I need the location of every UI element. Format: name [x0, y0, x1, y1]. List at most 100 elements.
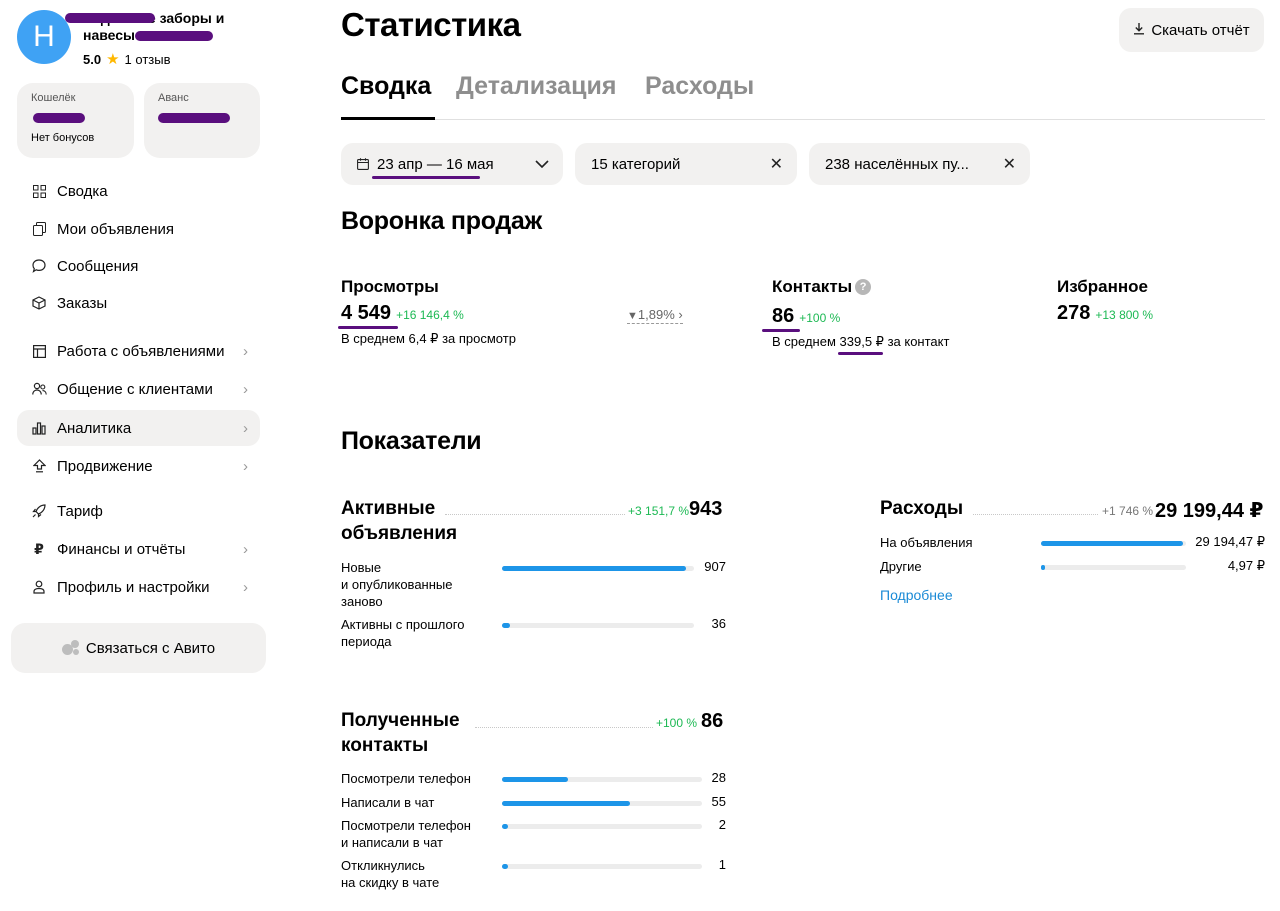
- sidebar-item-profile[interactable]: Профиль и настройки ›: [17, 569, 260, 605]
- contacts-average-prefix: В среднем: [772, 334, 836, 349]
- expenses-title: Расходы: [880, 498, 964, 519]
- funnel-icon: ▼: [627, 310, 638, 322]
- sidebar-item-client-communication[interactable]: Общение с клиентами ›: [17, 371, 260, 407]
- sidebar-item-messages[interactable]: Сообщения: [17, 248, 260, 284]
- sidebar-item-finance[interactable]: ₽ Финансы и отчёты ›: [17, 531, 260, 567]
- tab-expenses[interactable]: Расходы: [645, 72, 755, 100]
- progress-bar: [502, 801, 702, 806]
- chevron-right-icon: ›: [243, 380, 248, 398]
- row-value: 1: [718, 857, 726, 872]
- highlight-underline: [338, 326, 398, 329]
- views-average: В среднем 6,4 ₽ за просмотр: [341, 331, 516, 346]
- sidebar-item-summary[interactable]: Сводка: [17, 173, 260, 209]
- sidebar-item-my-ads[interactable]: Мои объявления: [17, 211, 260, 247]
- tab-details[interactable]: Детализация: [456, 72, 617, 100]
- dotted-leader: [445, 514, 625, 515]
- favorites-metric: 278 +13 800 %: [1057, 302, 1153, 325]
- contact-avito-button[interactable]: Связаться с Авито: [11, 623, 266, 673]
- active-ads-title-line: Активные: [341, 498, 436, 519]
- contact-avito-label: Связаться с Авито: [85, 639, 216, 657]
- redaction-mark: [135, 31, 213, 41]
- avatar[interactable]: Н: [17, 10, 71, 64]
- active-ads-delta: +3 151,7 %: [628, 504, 690, 518]
- tab-summary[interactable]: Сводка: [341, 72, 435, 120]
- box-icon: [31, 295, 47, 311]
- contacts-received-total: 86: [701, 710, 724, 732]
- chevron-down-icon: [535, 160, 549, 168]
- row-label-line: и написали в чат: [341, 835, 443, 850]
- dotted-leader: [973, 514, 1098, 515]
- views-label: Просмотры: [341, 277, 439, 296]
- favorites-label: Избранное: [1057, 277, 1148, 296]
- row-label-line: и опубликованные: [341, 577, 453, 592]
- row-label-line: Откликнулись: [341, 858, 425, 873]
- clear-category-icon[interactable]: ✕: [769, 156, 783, 173]
- contacts-value: 86: [772, 305, 795, 327]
- highlight-underline: [762, 329, 800, 332]
- redaction-mark: [158, 113, 230, 123]
- help-icon[interactable]: ?: [855, 279, 872, 295]
- expenses-more-link[interactable]: Подробнее: [880, 587, 953, 603]
- active-ads-total: 943: [689, 498, 723, 520]
- contacts-label-text: Контакты: [772, 277, 853, 296]
- clear-location-icon[interactable]: ✕: [1002, 156, 1016, 173]
- progress-bar: [1041, 565, 1186, 570]
- sidebar-item-promotion[interactable]: Продвижение ›: [17, 448, 260, 484]
- sidebar-item-orders[interactable]: Заказы: [17, 285, 260, 321]
- shop-name[interactable]: Надёжные заборы и навесы: [65, 10, 253, 44]
- star-icon: ★: [106, 51, 120, 68]
- progress-fill: [502, 623, 510, 628]
- progress-fill: [502, 566, 687, 571]
- progress-fill: [1041, 565, 1046, 570]
- contacts-label: Контакты?: [772, 277, 872, 297]
- sidebar-item-ad-management[interactable]: Работа с объявлениями ›: [17, 333, 260, 369]
- contacts-received-title: Полученные контакты: [341, 708, 460, 758]
- category-filter[interactable]: 15 категорий ✕: [575, 143, 797, 185]
- calendar-icon: [357, 158, 369, 170]
- progress-fill: [502, 824, 508, 829]
- wallet-card[interactable]: Кошелёк Нет бонусов: [17, 83, 134, 158]
- contacts-average-value: 339,5 ₽: [839, 334, 884, 349]
- row-label-line: Новые: [341, 560, 382, 575]
- ruble-icon: ₽: [34, 540, 44, 557]
- conversion-rate[interactable]: ▼1,89% ›: [627, 307, 683, 324]
- expenses-total: 29 199,44 ₽: [1155, 500, 1264, 522]
- contacts-delta: +100 %: [799, 311, 841, 325]
- expense-row-label: Другие: [880, 559, 922, 574]
- highlight-underline: [372, 176, 480, 179]
- tab-bar: Сводка Детализация Расходы: [341, 72, 1265, 120]
- chevron-right-icon: ›: [243, 342, 248, 360]
- sidebar-item-label: Тариф: [57, 502, 103, 520]
- progress-bar: [502, 623, 694, 628]
- row-label-line: периода: [341, 634, 392, 649]
- favorites-delta: +13 800 %: [1095, 308, 1154, 322]
- active-ads-title: Активные объявления: [341, 496, 457, 546]
- shop-rating[interactable]: 5.0 ★ 1 отзыв: [83, 50, 170, 68]
- contacts-average-suffix: за контакт: [887, 334, 950, 349]
- location-filter[interactable]: 238 населённых пу... ✕: [809, 143, 1030, 185]
- download-report-button[interactable]: Скачать отчёт: [1119, 8, 1264, 52]
- sidebar-item-tariff[interactable]: Тариф: [17, 493, 260, 529]
- advance-label: Аванс: [158, 92, 189, 104]
- expenses-delta: +1 746 %: [1102, 504, 1154, 518]
- chevron-right-icon: ›: [243, 457, 248, 475]
- copy-icon: [31, 221, 47, 237]
- row-label-line: на скидку в чате: [341, 875, 440, 890]
- funnel-title: Воронка продаж: [341, 207, 542, 235]
- contacts-row-label: Написали в чат: [341, 794, 434, 811]
- sidebar-item-analytics[interactable]: Аналитика ›: [17, 410, 260, 446]
- views-value: 4 549: [341, 302, 392, 324]
- category-label: 15 категорий: [591, 155, 681, 173]
- period-label: 23 апр — 16 мая: [377, 155, 494, 173]
- favorites-value: 278: [1057, 302, 1091, 324]
- conversion-value: 1,89%: [637, 307, 675, 322]
- chat-icon: [31, 258, 47, 274]
- views-delta: +16 146,4 %: [396, 308, 464, 322]
- advance-card[interactable]: Аванс: [144, 83, 260, 158]
- reviews-count: 1 отзыв: [124, 51, 171, 67]
- row-value: 36: [711, 616, 726, 631]
- row-value: 28: [711, 770, 726, 785]
- download-label: Скачать отчёт: [1151, 21, 1250, 39]
- rating-score: 5.0: [83, 51, 102, 67]
- progress-bar: [1041, 541, 1186, 546]
